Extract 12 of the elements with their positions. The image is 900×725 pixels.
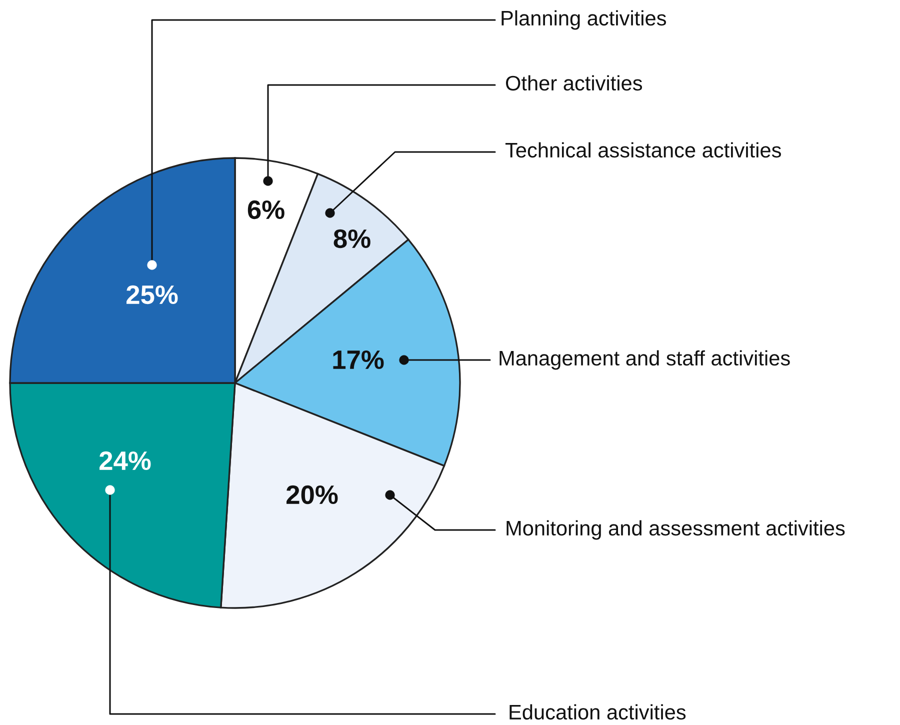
data-label: 17% bbox=[333, 350, 384, 370]
slice-label: Technical assistance activities bbox=[505, 142, 781, 158]
slice-label: Other activities bbox=[506, 75, 642, 91]
data-label: 20% bbox=[286, 485, 338, 504]
data-label: 24% bbox=[100, 451, 151, 470]
slice-label: Management and staff activities bbox=[500, 350, 790, 370]
data-label: 6% bbox=[248, 200, 284, 220]
slice-label: Planning activities bbox=[502, 10, 666, 30]
slice-label: Monitoring and assessment activities bbox=[506, 520, 845, 540]
data-label: 25% bbox=[126, 285, 178, 304]
slice-label: Education activities bbox=[510, 704, 686, 720]
data-label: 8% bbox=[334, 229, 370, 248]
